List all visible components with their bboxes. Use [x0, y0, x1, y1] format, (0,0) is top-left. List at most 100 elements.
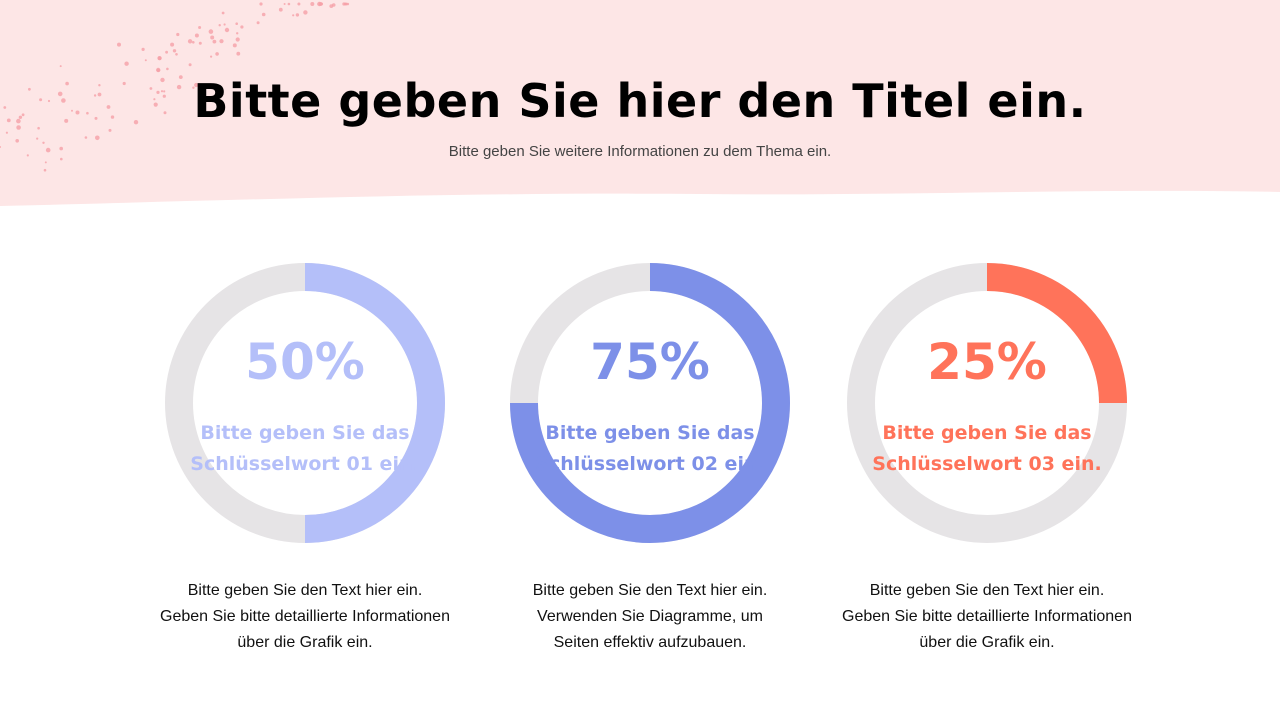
- decorative-dots: [0, 1, 350, 172]
- dot: [156, 68, 161, 73]
- dot: [194, 33, 199, 38]
- dot: [192, 86, 195, 89]
- description-text: Bitte geben Sie den Text hier ein. Verwe…: [480, 578, 820, 656]
- dot: [149, 87, 153, 90]
- dot: [236, 32, 239, 35]
- percentage-label: 25%: [927, 333, 1047, 391]
- dot: [95, 135, 100, 141]
- dot: [39, 98, 43, 102]
- dot: [65, 81, 69, 86]
- description-text: Bitte geben Sie den Text hier ein. Geben…: [817, 578, 1157, 656]
- header-wave: [0, 0, 1280, 206]
- dot: [224, 27, 230, 33]
- dot: [235, 37, 240, 42]
- dot: [160, 90, 164, 93]
- keyword-line-2: Schlüsselwort 03 ein.: [872, 453, 1102, 475]
- description-line-1: Bitte geben Sie den Text hier ein.: [187, 582, 423, 599]
- dot: [176, 84, 182, 90]
- dot: [0, 146, 1, 148]
- keyword-text: Bitte geben Sie das Schlüsselwort 01 ein…: [135, 418, 475, 480]
- dot: [188, 63, 192, 67]
- dot: [198, 41, 202, 45]
- dot: [198, 26, 202, 29]
- dot: [64, 118, 69, 123]
- dot: [57, 91, 63, 97]
- dot: [240, 25, 244, 29]
- dot: [117, 42, 121, 47]
- description-line-3: über die Grafik ein.: [919, 634, 1055, 651]
- dot: [153, 102, 158, 107]
- dot: [42, 141, 45, 144]
- dot: [235, 22, 238, 26]
- dot: [176, 32, 180, 37]
- dot: [215, 52, 219, 56]
- percentage-label: 50%: [245, 333, 365, 391]
- dot: [210, 55, 213, 58]
- dot: [210, 35, 215, 40]
- dot: [15, 139, 19, 143]
- ring-progress: [510, 263, 790, 543]
- dot: [175, 53, 178, 56]
- dot: [94, 116, 98, 120]
- dot: [16, 125, 21, 130]
- dot: [310, 2, 315, 6]
- dot: [297, 2, 301, 6]
- dot: [133, 120, 139, 125]
- dot: [61, 98, 66, 103]
- keyword-line-2: Schlüsselwort 02 ein.: [535, 453, 765, 475]
- keyword-line-1: Bitte geben Sie das: [545, 422, 755, 444]
- dot: [170, 42, 175, 47]
- dot: [98, 84, 101, 87]
- dot: [256, 21, 260, 25]
- keyword-text: Bitte geben Sie das Schlüsselwort 03 ein…: [817, 418, 1157, 480]
- dot: [178, 75, 183, 79]
- dot: [84, 136, 88, 139]
- header-background: [0, 0, 1280, 206]
- dot: [59, 65, 62, 68]
- dot: [75, 110, 80, 115]
- description-line-2: Geben Sie bitte detaillierte Information…: [842, 608, 1132, 625]
- dot: [261, 12, 266, 17]
- dot: [166, 67, 169, 71]
- dot: [110, 115, 115, 119]
- dot: [59, 146, 63, 151]
- dot: [44, 161, 47, 164]
- dot: [97, 92, 102, 97]
- dot: [47, 99, 51, 103]
- keyword-text: Bitte geben Sie das Schlüsselwort 02 ein…: [480, 418, 820, 480]
- dot: [153, 98, 156, 101]
- dot: [36, 137, 39, 140]
- dot: [26, 154, 29, 157]
- dot: [295, 13, 300, 17]
- dot: [163, 90, 166, 93]
- dot: [6, 118, 11, 123]
- dot: [208, 29, 214, 34]
- dot: [192, 41, 195, 44]
- dot: [303, 10, 308, 15]
- description-line-2: Geben Sie bitte detaillierte Information…: [160, 608, 450, 625]
- dot: [5, 131, 8, 134]
- dot: [187, 39, 193, 44]
- dot: [172, 49, 177, 53]
- dot: [160, 77, 165, 83]
- keyword-line-1: Bitte geben Sie das: [200, 422, 410, 444]
- dot: [221, 11, 225, 15]
- dot: [162, 94, 166, 98]
- dot: [18, 115, 23, 120]
- dot: [194, 82, 199, 88]
- dot: [156, 90, 160, 94]
- dot: [3, 106, 7, 109]
- dot: [86, 111, 89, 115]
- dot: [28, 87, 31, 91]
- keyword-line-2: Schlüsselwort 01 ein.: [190, 453, 420, 475]
- dot: [93, 94, 97, 97]
- ring-progress: [986, 263, 1127, 404]
- description-line-1: Bitte geben Sie den Text hier ein.: [869, 582, 1105, 599]
- dot: [236, 51, 241, 56]
- percentage-label: 75%: [590, 333, 710, 391]
- dot: [165, 50, 169, 54]
- dot: [21, 113, 25, 117]
- dot: [259, 2, 263, 6]
- dot: [346, 2, 350, 6]
- progress-ring: [510, 263, 790, 543]
